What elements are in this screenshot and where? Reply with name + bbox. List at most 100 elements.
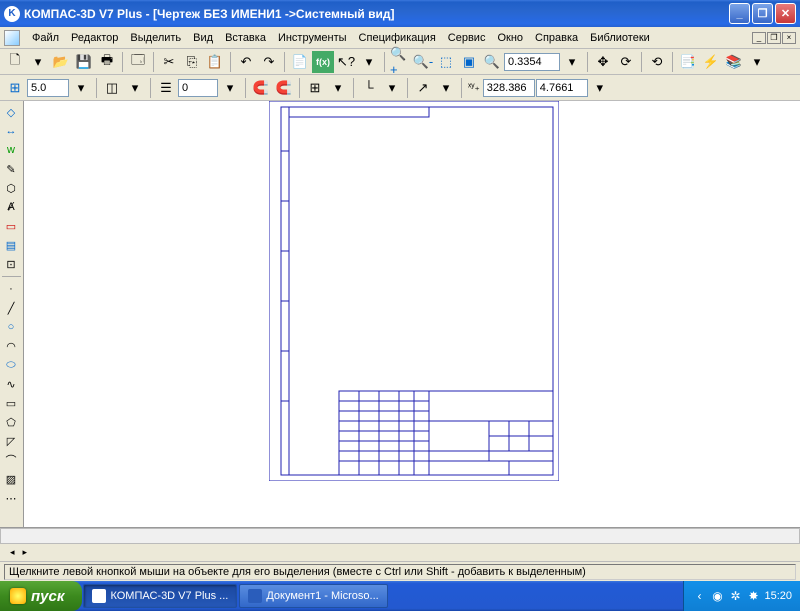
hatch-button[interactable]: ▨ — [1, 470, 21, 488]
round-button[interactable]: ↗ — [412, 77, 434, 99]
text-button[interactable]: ⋯ — [1, 489, 21, 507]
line-button[interactable]: ╱ — [1, 299, 21, 317]
menu-edit[interactable]: Редактор — [65, 30, 124, 46]
taskbar: пуск КОМПАС-3D V7 Plus ... Документ1 - M… — [0, 581, 800, 611]
menu-libs[interactable]: Библиотеки — [584, 30, 656, 46]
drawing-canvas[interactable] — [24, 101, 800, 527]
clock[interactable]: 15:20 — [764, 590, 792, 602]
zoom-window-button[interactable]: ⬚ — [435, 51, 457, 73]
menu-select[interactable]: Выделить — [124, 30, 187, 46]
tab-prev-button[interactable]: ◂ — [6, 547, 19, 558]
grid-button[interactable]: ⊞ — [304, 77, 326, 99]
geometry-button[interactable]: ◇ — [1, 103, 21, 121]
zoom-fit-button[interactable]: ▣ — [458, 51, 480, 73]
menu-service[interactable]: Сервис — [442, 30, 492, 46]
start-button[interactable]: пуск — [0, 581, 82, 611]
refresh-button[interactable]: ⟲ — [646, 51, 668, 73]
horizontal-scrollbar[interactable] — [0, 527, 800, 543]
mdi-close-button[interactable]: × — [782, 32, 796, 44]
zoom-input[interactable] — [504, 53, 560, 71]
round-dropdown-button[interactable]: ▾ — [435, 77, 457, 99]
zoom-out-button[interactable]: 🔍- — [412, 51, 434, 73]
measure-button[interactable]: Ⱥ — [1, 198, 21, 216]
scroll-track[interactable] — [0, 528, 800, 544]
layer-icon[interactable]: ☰ — [155, 77, 177, 99]
layer-dropdown-button[interactable]: ▾ — [219, 77, 241, 99]
pan-button[interactable]: ✥ — [592, 51, 614, 73]
params-button[interactable]: ⬡ — [1, 179, 21, 197]
cut-button[interactable]: ✂ — [158, 51, 180, 73]
menu-spec[interactable]: Спецификация — [353, 30, 442, 46]
spec-button[interactable]: ▤ — [1, 236, 21, 254]
menu-tools[interactable]: Инструменты — [272, 30, 353, 46]
mdi-restore-button[interactable]: ❐ — [767, 32, 781, 44]
rotate-button[interactable]: ⟳ — [615, 51, 637, 73]
menu-window[interactable]: Окно — [491, 30, 529, 46]
spline-button[interactable]: ∿ — [1, 375, 21, 393]
new-button[interactable]: 🗋 — [4, 51, 26, 73]
paste-button[interactable]: 📋 — [204, 51, 226, 73]
taskbar-item-word[interactable]: Документ1 - Microso... — [239, 584, 387, 608]
step-input[interactable] — [27, 79, 69, 97]
select-button[interactable]: ▭ — [1, 217, 21, 235]
coord-y-input[interactable] — [536, 79, 588, 97]
coord-x-input[interactable] — [483, 79, 535, 97]
layer-input[interactable] — [178, 79, 218, 97]
minimize-button[interactable]: _ — [729, 3, 750, 24]
ortho-button[interactable]: └ — [358, 77, 380, 99]
circle-button[interactable]: ○ — [1, 318, 21, 336]
tray-chevron-icon[interactable]: ‹ — [692, 589, 706, 603]
symbols-button[interactable]: ᴡ — [1, 141, 21, 159]
rect-button[interactable]: ▭ — [1, 394, 21, 412]
variables-button[interactable]: ⚡ — [700, 51, 722, 73]
menu-help[interactable]: Справка — [529, 30, 584, 46]
library-dropdown-button[interactable]: ▾ — [746, 51, 768, 73]
tray-shield-icon[interactable]: ✲ — [728, 589, 742, 603]
save-button[interactable]: 💾 — [73, 51, 95, 73]
chamfer-button[interactable]: ◸ — [1, 432, 21, 450]
open-button[interactable]: 📂 — [50, 51, 72, 73]
coord-dropdown-button[interactable]: ▾ — [589, 77, 611, 99]
grid-dropdown-button[interactable]: ▾ — [327, 77, 349, 99]
library-button[interactable]: 📚 — [723, 51, 745, 73]
dimensions-button[interactable]: ↔ — [1, 122, 21, 140]
zoom-fit2-button[interactable]: 🔍 — [481, 51, 503, 73]
polygon-button[interactable]: ⬠ — [1, 413, 21, 431]
magnet-off-button[interactable]: 🧲 — [273, 77, 295, 99]
preview-button[interactable]: 🗔 — [127, 51, 149, 73]
step-dropdown-button[interactable]: ▾ — [70, 77, 92, 99]
tab-next-button[interactable]: ▸ — [19, 547, 32, 558]
state-dropdown-button[interactable]: ▾ — [124, 77, 146, 99]
zoom-in-button[interactable]: 🔍+ — [389, 51, 411, 73]
magnet-on-button[interactable]: 🧲 — [250, 77, 272, 99]
menu-view[interactable]: Вид — [187, 30, 219, 46]
new-dropdown-button[interactable]: ▾ — [27, 51, 49, 73]
mdi-minimize-button[interactable]: _ — [752, 32, 766, 44]
undo-button[interactable]: ↶ — [235, 51, 257, 73]
menu-file[interactable]: Файл — [26, 30, 65, 46]
taskbar-item-kompas[interactable]: КОМПАС-3D V7 Plus ... — [83, 584, 237, 608]
maximize-button[interactable]: ❐ — [752, 3, 773, 24]
fillet-button[interactable]: ⌒ — [1, 451, 21, 469]
redo-button[interactable]: ↷ — [258, 51, 280, 73]
point-button[interactable]: · — [1, 280, 21, 298]
cursor-button[interactable]: ↖? — [335, 51, 357, 73]
edit-button[interactable]: ✎ — [1, 160, 21, 178]
print-button[interactable]: 🖶 — [96, 51, 118, 73]
tray-disc-icon[interactable]: ◉ — [710, 589, 724, 603]
layers-button[interactable]: 📑 — [677, 51, 699, 73]
assoc-button[interactable]: ⊡ — [1, 255, 21, 273]
dropdown-button[interactable]: ▾ — [358, 51, 380, 73]
menu-insert[interactable]: Вставка — [219, 30, 272, 46]
copy-button[interactable]: ⎘ — [181, 51, 203, 73]
state-button[interactable]: ◫ — [101, 77, 123, 99]
tray-bug-icon[interactable]: ✸ — [746, 589, 760, 603]
zoom-dropdown-button[interactable]: ▾ — [561, 51, 583, 73]
close-button[interactable]: ✕ — [775, 3, 796, 24]
ortho-dropdown-button[interactable]: ▾ — [381, 77, 403, 99]
ellipse-button[interactable]: ⬭ — [1, 356, 21, 374]
step-button[interactable]: ⊞ — [4, 77, 26, 99]
arc-button[interactable]: ◠ — [1, 337, 21, 355]
fx-button[interactable]: f(x) — [312, 51, 334, 73]
properties-button[interactable]: 📄 — [289, 51, 311, 73]
